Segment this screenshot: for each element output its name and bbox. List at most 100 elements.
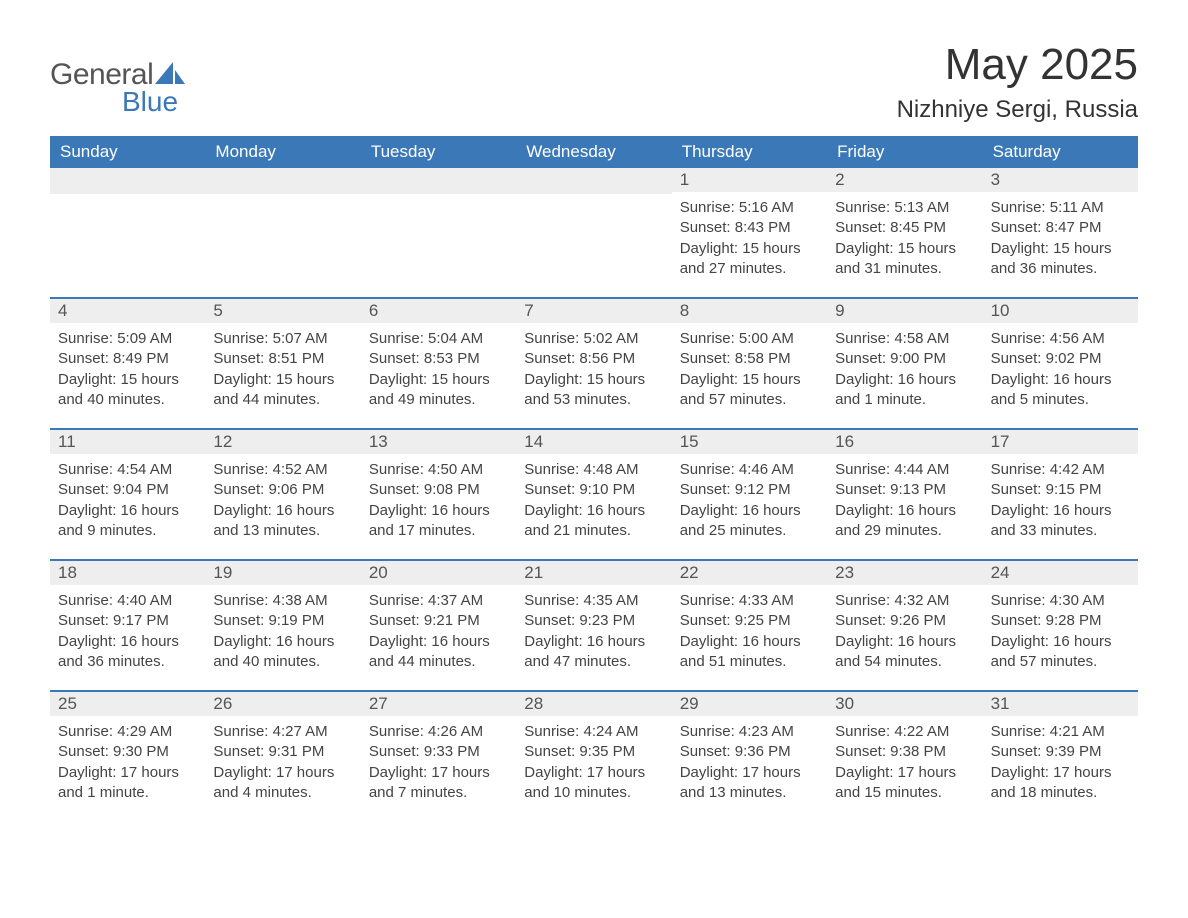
sunrise-line: Sunrise: 5:13 AM	[835, 198, 974, 218]
day-body: Sunrise: 4:22 AMSunset: 9:38 PMDaylight:…	[827, 716, 982, 807]
daylight-line: Daylight: 15 hours and 44 minutes.	[213, 370, 352, 411]
day-number: 1	[672, 168, 827, 192]
day-number: 2	[827, 168, 982, 192]
dow-cell: Saturday	[983, 136, 1138, 168]
sunset-line: Sunset: 9:39 PM	[991, 742, 1130, 762]
sunset-line: Sunset: 8:43 PM	[680, 218, 819, 238]
day-cell: 29Sunrise: 4:23 AMSunset: 9:36 PMDayligh…	[672, 692, 827, 807]
day-body: Sunrise: 4:58 AMSunset: 9:00 PMDaylight:…	[827, 323, 982, 414]
day-cell: 5Sunrise: 5:07 AMSunset: 8:51 PMDaylight…	[205, 299, 360, 414]
day-cell: 27Sunrise: 4:26 AMSunset: 9:33 PMDayligh…	[361, 692, 516, 807]
day-cell: 31Sunrise: 4:21 AMSunset: 9:39 PMDayligh…	[983, 692, 1138, 807]
sunset-line: Sunset: 9:12 PM	[680, 480, 819, 500]
day-body: Sunrise: 5:02 AMSunset: 8:56 PMDaylight:…	[516, 323, 671, 414]
sunset-line: Sunset: 9:15 PM	[991, 480, 1130, 500]
sunrise-line: Sunrise: 4:32 AM	[835, 591, 974, 611]
sunset-line: Sunset: 9:00 PM	[835, 349, 974, 369]
daylight-line: Daylight: 16 hours and 54 minutes.	[835, 632, 974, 673]
day-number: 18	[50, 561, 205, 585]
day-number: 6	[361, 299, 516, 323]
sunset-line: Sunset: 9:19 PM	[213, 611, 352, 631]
sunset-line: Sunset: 9:04 PM	[58, 480, 197, 500]
sunset-line: Sunset: 9:02 PM	[991, 349, 1130, 369]
day-body: Sunrise: 5:16 AMSunset: 8:43 PMDaylight:…	[672, 192, 827, 283]
sunrise-line: Sunrise: 5:09 AM	[58, 329, 197, 349]
day-body: Sunrise: 5:07 AMSunset: 8:51 PMDaylight:…	[205, 323, 360, 414]
dow-cell: Friday	[827, 136, 982, 168]
day-cell	[361, 168, 516, 283]
day-cell: 30Sunrise: 4:22 AMSunset: 9:38 PMDayligh…	[827, 692, 982, 807]
sunset-line: Sunset: 9:06 PM	[213, 480, 352, 500]
sunrise-line: Sunrise: 4:58 AM	[835, 329, 974, 349]
day-body: Sunrise: 4:23 AMSunset: 9:36 PMDaylight:…	[672, 716, 827, 807]
location-subtitle: Nizhniye Sergi, Russia	[897, 96, 1138, 124]
day-body: Sunrise: 4:38 AMSunset: 9:19 PMDaylight:…	[205, 585, 360, 676]
day-number: 30	[827, 692, 982, 716]
day-number: 11	[50, 430, 205, 454]
brand-word-2: Blue	[122, 86, 185, 118]
day-body: Sunrise: 4:26 AMSunset: 9:33 PMDaylight:…	[361, 716, 516, 807]
day-body: Sunrise: 4:35 AMSunset: 9:23 PMDaylight:…	[516, 585, 671, 676]
title-block: May 2025 Nizhniye Sergi, Russia	[897, 40, 1138, 124]
day-cell: 23Sunrise: 4:32 AMSunset: 9:26 PMDayligh…	[827, 561, 982, 676]
daylight-line: Daylight: 16 hours and 36 minutes.	[58, 632, 197, 673]
day-cell: 14Sunrise: 4:48 AMSunset: 9:10 PMDayligh…	[516, 430, 671, 545]
day-cell: 28Sunrise: 4:24 AMSunset: 9:35 PMDayligh…	[516, 692, 671, 807]
day-number: 7	[516, 299, 671, 323]
day-cell: 22Sunrise: 4:33 AMSunset: 9:25 PMDayligh…	[672, 561, 827, 676]
sunrise-line: Sunrise: 4:22 AM	[835, 722, 974, 742]
sunrise-line: Sunrise: 4:44 AM	[835, 460, 974, 480]
calendar-grid: SundayMondayTuesdayWednesdayThursdayFrid…	[50, 136, 1138, 807]
day-body: Sunrise: 4:30 AMSunset: 9:28 PMDaylight:…	[983, 585, 1138, 676]
day-body: Sunrise: 4:21 AMSunset: 9:39 PMDaylight:…	[983, 716, 1138, 807]
sunset-line: Sunset: 9:23 PM	[524, 611, 663, 631]
week-row: 11Sunrise: 4:54 AMSunset: 9:04 PMDayligh…	[50, 428, 1138, 545]
sunrise-line: Sunrise: 4:23 AM	[680, 722, 819, 742]
sunset-line: Sunset: 8:56 PM	[524, 349, 663, 369]
sunset-line: Sunset: 8:49 PM	[58, 349, 197, 369]
sunset-line: Sunset: 8:45 PM	[835, 218, 974, 238]
day-body: Sunrise: 4:37 AMSunset: 9:21 PMDaylight:…	[361, 585, 516, 676]
daylight-line: Daylight: 16 hours and 29 minutes.	[835, 501, 974, 542]
sunrise-line: Sunrise: 4:24 AM	[524, 722, 663, 742]
sunrise-line: Sunrise: 4:37 AM	[369, 591, 508, 611]
day-cell: 17Sunrise: 4:42 AMSunset: 9:15 PMDayligh…	[983, 430, 1138, 545]
day-body: Sunrise: 4:52 AMSunset: 9:06 PMDaylight:…	[205, 454, 360, 545]
day-body: Sunrise: 4:32 AMSunset: 9:26 PMDaylight:…	[827, 585, 982, 676]
sunrise-line: Sunrise: 5:16 AM	[680, 198, 819, 218]
day-cell: 13Sunrise: 4:50 AMSunset: 9:08 PMDayligh…	[361, 430, 516, 545]
day-cell: 19Sunrise: 4:38 AMSunset: 9:19 PMDayligh…	[205, 561, 360, 676]
sunset-line: Sunset: 9:36 PM	[680, 742, 819, 762]
day-number: 10	[983, 299, 1138, 323]
day-cell: 6Sunrise: 5:04 AMSunset: 8:53 PMDaylight…	[361, 299, 516, 414]
sunset-line: Sunset: 9:35 PM	[524, 742, 663, 762]
sunrise-line: Sunrise: 5:02 AM	[524, 329, 663, 349]
sunrise-line: Sunrise: 4:38 AM	[213, 591, 352, 611]
daylight-line: Daylight: 15 hours and 40 minutes.	[58, 370, 197, 411]
day-number: 14	[516, 430, 671, 454]
day-body: Sunrise: 5:00 AMSunset: 8:58 PMDaylight:…	[672, 323, 827, 414]
sunset-line: Sunset: 9:33 PM	[369, 742, 508, 762]
sunrise-line: Sunrise: 5:11 AM	[991, 198, 1130, 218]
day-number: 16	[827, 430, 982, 454]
sunrise-line: Sunrise: 4:35 AM	[524, 591, 663, 611]
sunrise-line: Sunrise: 4:27 AM	[213, 722, 352, 742]
sunrise-line: Sunrise: 4:26 AM	[369, 722, 508, 742]
week-row: 18Sunrise: 4:40 AMSunset: 9:17 PMDayligh…	[50, 559, 1138, 676]
sunset-line: Sunset: 9:10 PM	[524, 480, 663, 500]
day-cell: 21Sunrise: 4:35 AMSunset: 9:23 PMDayligh…	[516, 561, 671, 676]
daylight-line: Daylight: 16 hours and 57 minutes.	[991, 632, 1130, 673]
sunrise-line: Sunrise: 4:48 AM	[524, 460, 663, 480]
sunset-line: Sunset: 9:17 PM	[58, 611, 197, 631]
sunrise-line: Sunrise: 5:07 AM	[213, 329, 352, 349]
sunset-line: Sunset: 9:25 PM	[680, 611, 819, 631]
day-cell: 9Sunrise: 4:58 AMSunset: 9:00 PMDaylight…	[827, 299, 982, 414]
daylight-line: Daylight: 17 hours and 18 minutes.	[991, 763, 1130, 804]
sunrise-line: Sunrise: 4:42 AM	[991, 460, 1130, 480]
daylight-line: Daylight: 15 hours and 57 minutes.	[680, 370, 819, 411]
day-number: 12	[205, 430, 360, 454]
week-row: 1Sunrise: 5:16 AMSunset: 8:43 PMDaylight…	[50, 168, 1138, 283]
day-body: Sunrise: 5:04 AMSunset: 8:53 PMDaylight:…	[361, 323, 516, 414]
day-body: Sunrise: 4:50 AMSunset: 9:08 PMDaylight:…	[361, 454, 516, 545]
empty-day	[361, 168, 516, 194]
